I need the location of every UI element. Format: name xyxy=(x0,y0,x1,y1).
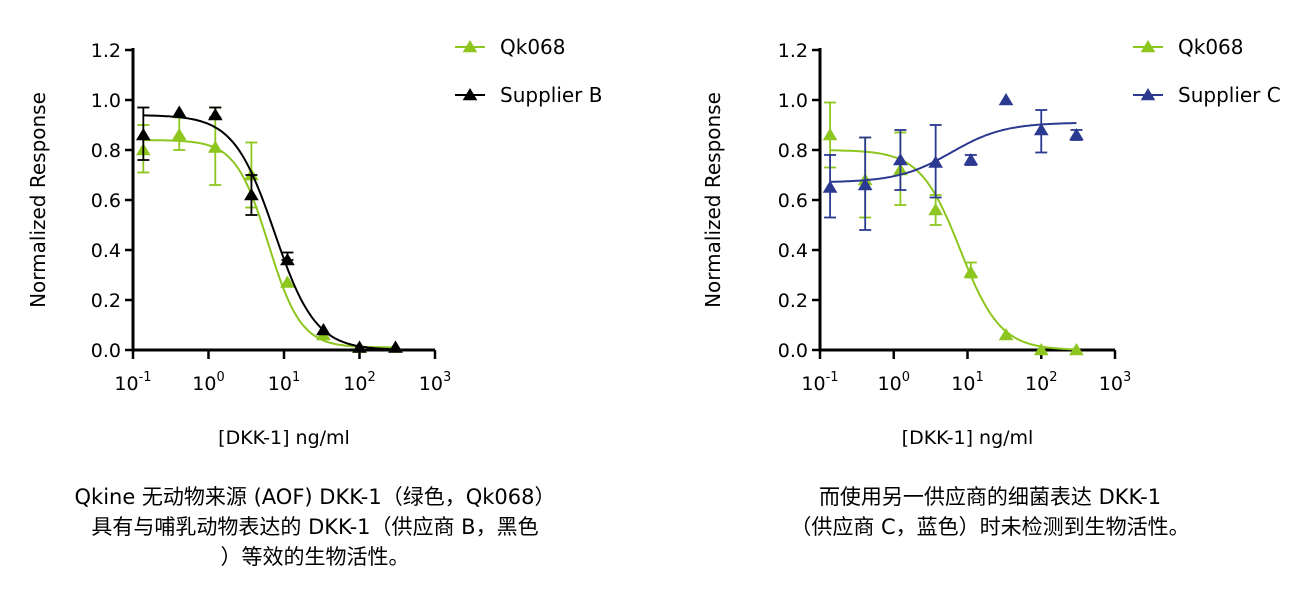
y-tick-label: 0.0 xyxy=(91,340,121,362)
data-point xyxy=(207,108,223,121)
y-tick-label: 1.0 xyxy=(91,90,121,112)
series-supplier-c: Supplier C xyxy=(822,83,1281,231)
caption-line: 而使用另一供应商的细菌表达 DKK-1 xyxy=(818,485,1162,509)
data-point xyxy=(135,128,151,141)
data-point xyxy=(352,340,367,353)
fit-curve xyxy=(143,139,396,349)
y-tick-label: 0.0 xyxy=(778,340,808,362)
y-tick-label: 1.2 xyxy=(91,40,121,62)
data-point xyxy=(822,180,838,193)
data-point xyxy=(822,128,838,141)
legend-marker xyxy=(462,40,478,53)
caption-right: 而使用另一供应商的细菌表达 DKK-1 （供应商 C，蓝色）时未检测到生物活性。 xyxy=(690,482,1290,542)
caption-line: Qkine 无动物来源 (AOF) DKK-1（绿色，Qk068） xyxy=(74,485,556,509)
y-tick-label: 1.2 xyxy=(778,40,808,62)
data-point xyxy=(1033,123,1049,136)
legend-label: Qk068 xyxy=(1178,35,1244,59)
x-tick-label: 101 xyxy=(951,370,983,395)
y-tick-label: 0.6 xyxy=(778,190,808,212)
chart-1: 0.0 0.2 0.4 0.6 0.8 1.0 1.2 10-1 100 101 102 103 Nor… xyxy=(26,35,602,449)
data-point xyxy=(280,253,295,266)
data-point xyxy=(1069,128,1084,141)
x-tick-label: 103 xyxy=(419,370,451,395)
fit-curve xyxy=(143,114,396,351)
legend-label: Supplier B xyxy=(500,83,602,107)
y-tick-label: 0.2 xyxy=(778,290,808,312)
caption-line: 具有与哺乳动物表达的 DKK-1（供应商 B，黑色 xyxy=(91,515,539,539)
y-tick-label: 0.2 xyxy=(91,290,121,312)
data-point xyxy=(963,153,979,166)
legend-label: Supplier C xyxy=(1178,83,1281,107)
fit-curve xyxy=(830,122,1077,183)
y-tick-label: 0.8 xyxy=(778,140,808,162)
data-point xyxy=(388,340,403,353)
y-tick-label: 0.4 xyxy=(91,240,121,262)
y-tick-label: 0.8 xyxy=(91,140,121,162)
caption-line: ）等效的生物活性。 xyxy=(220,545,410,569)
y-tick-label: 0.4 xyxy=(778,240,808,262)
data-point xyxy=(244,188,259,201)
legend-marker xyxy=(1140,40,1156,53)
data-point xyxy=(280,275,295,288)
legend-marker xyxy=(1140,88,1156,101)
y-tick-label: 0.6 xyxy=(91,190,121,212)
fit-curve xyxy=(830,149,1077,351)
data-point xyxy=(1033,343,1049,356)
x-tick-label: 101 xyxy=(268,370,300,395)
caption-line: （供应商 C，蓝色）时未检测到生物活性。 xyxy=(790,515,1190,539)
data-point xyxy=(171,105,187,118)
x-tick-label: 100 xyxy=(192,370,224,395)
legend-marker xyxy=(462,88,478,101)
data-point xyxy=(857,178,873,191)
y-axis-label: Normalized Response xyxy=(701,92,725,308)
data-point xyxy=(893,153,908,166)
x-tick-label: 102 xyxy=(1025,370,1057,395)
data-point xyxy=(928,155,944,168)
data-point xyxy=(207,140,223,153)
data-point xyxy=(1069,343,1084,356)
caption-left: Qkine 无动物来源 (AOF) DKK-1（绿色，Qk068） 具有与哺乳动… xyxy=(10,482,620,572)
data-point xyxy=(998,93,1014,106)
legend-label: Qk068 xyxy=(500,35,566,59)
x-tick-label: 102 xyxy=(343,370,375,395)
y-tick-label: 1.0 xyxy=(778,90,808,112)
y-axis-label: Normalized Response xyxy=(26,92,50,308)
x-tick-label: 10-1 xyxy=(114,370,151,395)
data-point xyxy=(928,203,944,216)
data-point xyxy=(998,328,1014,341)
data-point xyxy=(963,265,979,278)
series-supplier-b: Supplier B xyxy=(135,83,602,353)
x-tick-label: 103 xyxy=(1099,370,1131,395)
x-axis-label: [DKK-1] ng/ml xyxy=(218,427,350,449)
x-tick-label: 100 xyxy=(878,370,910,395)
data-point xyxy=(171,128,187,141)
x-axis-label: [DKK-1] ng/ml xyxy=(902,427,1034,449)
chart-2: 0.0 0.2 0.4 0.6 0.8 1.0 1.2 10-1 100 101 102 103 Nor… xyxy=(701,35,1281,449)
x-tick-label: 10-1 xyxy=(801,370,838,395)
data-point xyxy=(316,323,331,336)
